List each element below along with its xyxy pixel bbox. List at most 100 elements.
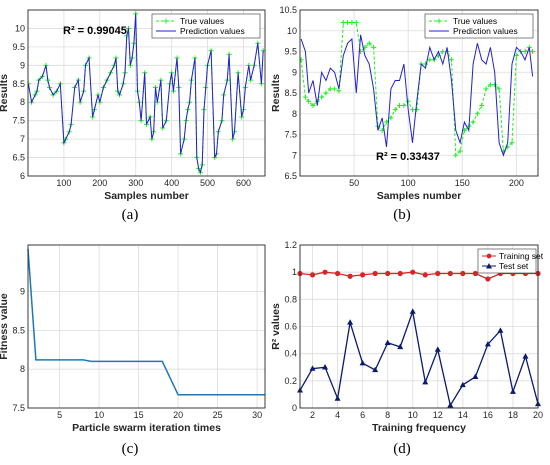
y-tick-label: 8.5 [12,325,25,335]
legend-marker-true [163,18,169,24]
true-value-point [397,102,403,108]
y-tick-label: 7.5 [12,116,25,126]
legend-box [477,248,537,274]
y-tick-label: 8.5 [284,88,297,98]
true-value-point [371,44,377,50]
test-set-point [334,395,341,401]
y-tick-label: 10 [15,23,25,33]
true-value-point [336,88,342,94]
training-set-point [460,270,466,277]
plot-border [299,9,539,177]
y-axis-title: R² values [270,303,282,350]
r2-annotation: R² = 0.99045 [63,25,127,37]
y-tick-label: 10.5 [279,5,297,15]
x-tick-label: 10 [94,410,104,420]
series-prediction-values [28,13,264,174]
test-set-point [434,346,441,352]
legend-marker-true [436,18,442,24]
x-tick-label: 5 [57,410,62,420]
legend-label-pred: Prediction values [453,26,518,36]
true-value-point [448,57,454,63]
y-tick-label: 8 [292,109,297,119]
y-tick-label: 7 [292,150,297,160]
legend-label-true: True values [180,16,224,26]
true-value-point [530,49,536,54]
true-value-point [401,102,407,108]
y-tick-label: 7.5 [284,130,297,140]
series-group [300,19,536,158]
y-tick-label: 6.5 [12,153,25,163]
series-group [28,11,265,175]
true-value-point [414,107,420,113]
y-tick-label: 9 [20,287,25,297]
plot-area [28,245,265,408]
true-value-point [470,119,476,125]
x-tick-label: 10 [408,410,418,420]
y-tick-label: 8 [20,97,25,107]
true-value-point [319,94,325,100]
y-tick-label: 1.2 [284,240,297,250]
true-value-point [353,19,359,25]
test-set-point [522,353,529,359]
true-value-point [310,102,316,108]
chart-d: 2 4 6 8 10 12 14 16 18 20 0 0.2 0.4 0.6 0.8 1 1.2 Trainin… [270,240,544,434]
panel-label-b: (b) [393,207,411,223]
true-value-point [306,98,312,104]
y-tick-label: 1 [292,267,297,277]
panel-label-c: (c) [121,441,139,457]
x-axis-title: Particle swarm iteration times [72,422,221,434]
training-set-point [385,270,391,277]
legend-label-train: Training set [499,251,544,261]
true-value-point [366,40,372,46]
true-value-point [453,152,459,158]
y-tick-label: 8.5 [12,79,25,89]
chart-b: 50 100 150 200 6.5 7 7.5 8 8.5 9 9.5 10 10.5 Samples … [270,5,539,202]
legend-box [424,13,534,39]
x-tick-label: 15 [134,410,144,420]
panel-label-d: (d) [393,441,411,457]
x-tick-label: 500 [200,178,215,188]
y-tick-label: 0.2 [284,376,297,386]
legend-label-pred: Prediction values [180,26,245,36]
test-set-point [359,359,366,366]
training-set-point [397,270,403,277]
y-tick-label: 0.6 [284,322,297,332]
true-value-point [410,107,416,113]
test-set-point [509,388,516,394]
y-tick-label: 7.5 [12,403,25,413]
legend-marker-train [486,253,492,259]
training-set-point [410,269,416,275]
test-set-point [384,339,391,345]
test-set-point [409,308,416,314]
x-tick-label: 300 [128,178,143,188]
x-tick-label: 150 [455,178,470,188]
true-value-point [345,19,351,25]
true-value-point [349,19,355,25]
x-tick-label: 50 [349,178,359,188]
test-set-point [397,343,404,350]
x-tick-label: 30 [252,410,262,420]
x-tick-label: 14 [458,410,468,420]
panel-label-a: (a) [121,207,139,223]
x-tick-label: 100 [56,178,71,188]
true-value-point [327,86,333,92]
training-set-point [422,272,428,278]
x-tick-label: 6 [360,410,365,420]
plot-border [27,9,266,177]
x-tick-label: 600 [236,178,251,188]
x-tick-label: 18 [508,410,518,420]
y-tick-label: 6.5 [284,171,297,181]
training-set-point [485,276,491,282]
series-prediction-values [300,34,534,157]
x-tick-label: 8 [385,410,390,420]
training-set-point [360,272,366,278]
true-value-point [522,49,528,54]
series-test-set [299,309,539,408]
true-value-point [323,90,329,96]
true-value-point [479,102,485,108]
y-tick-label: 9 [20,60,25,70]
y-axis-title: Results [0,74,10,112]
